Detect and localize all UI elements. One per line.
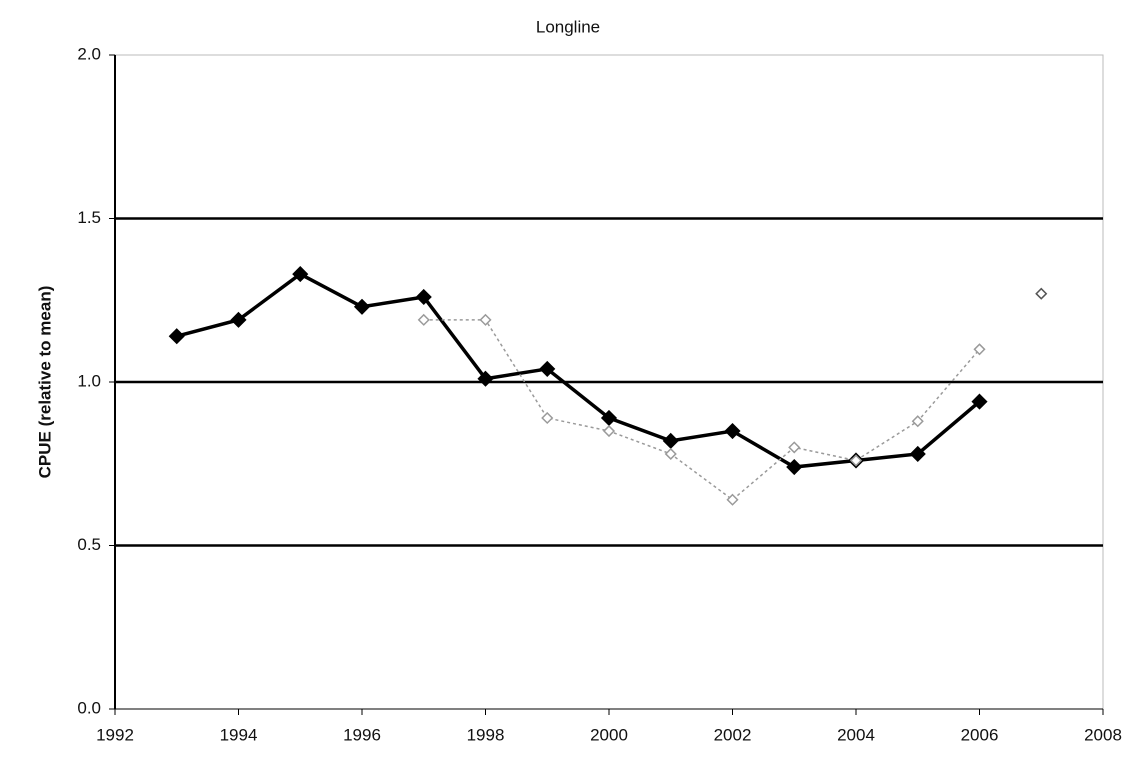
marker [417,313,430,326]
x-tick-label: 2008 [1084,725,1122,744]
series-line [423,319,981,501]
marker [786,458,803,476]
marker [600,409,618,427]
marker [541,411,554,425]
y-tick-label: 2.0 [77,44,101,63]
marker [971,393,988,410]
marker [911,415,924,428]
marker [973,343,986,356]
y-tick-label: 1.5 [77,208,101,227]
marker [726,493,739,506]
marker [724,422,741,440]
y-tick-label: 1.0 [77,371,101,390]
x-tick-label: 2002 [714,725,752,744]
marker [477,370,494,387]
series-line [176,272,981,469]
x-tick-label: 1996 [343,725,381,744]
marker [1035,287,1048,300]
y-tick-label: 0.0 [77,698,101,717]
x-tick-label: 1998 [467,725,505,744]
marker [415,288,432,306]
x-tick-label: 2006 [961,725,999,744]
marker [849,454,863,467]
chart-title: Longline [536,17,600,36]
marker [662,432,679,449]
marker [539,360,556,377]
x-tick-label: 1992 [96,725,134,744]
x-tick-label: 2000 [590,725,628,744]
marker [788,441,801,454]
marker [353,298,371,315]
x-tick-label: 1994 [220,725,258,744]
y-tick-label: 0.5 [77,535,101,554]
marker [292,266,309,283]
marker [479,313,492,326]
marker [664,447,677,461]
x-tick-label: 2004 [837,725,875,744]
marker [168,328,185,345]
marker [909,445,926,463]
marker [230,311,247,328]
y-axis-label: CPUE (relative to mean) [35,286,54,479]
marker [602,424,616,438]
